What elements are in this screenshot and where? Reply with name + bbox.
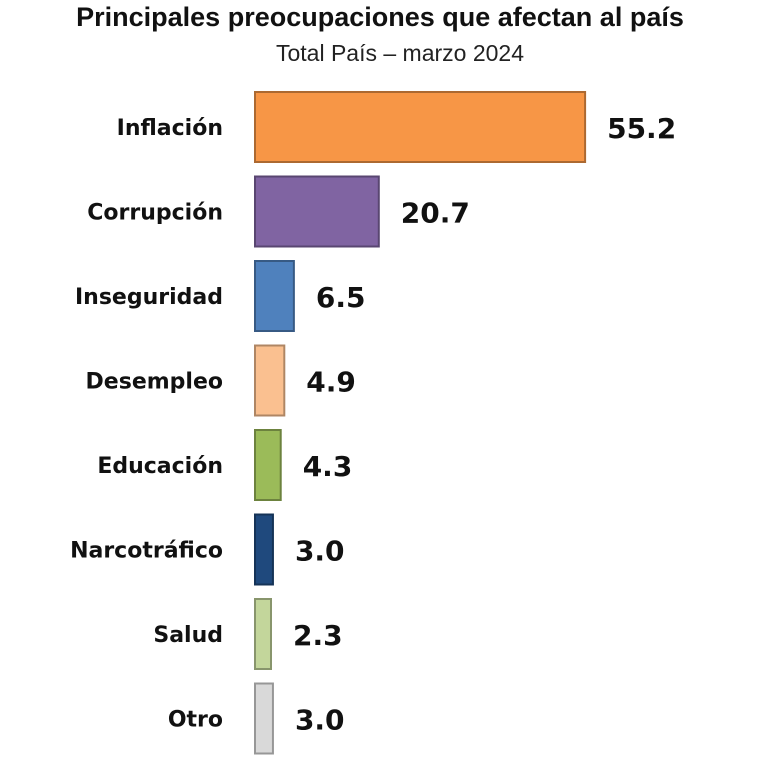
chart-subtitle: Total País – marzo 2024 [275,40,525,66]
bar-desempleo [254,344,286,417]
category-label: Inflación [117,116,223,141]
category-label: Narcotráfico [70,539,223,564]
category-label: Corrupción [87,201,223,226]
value-label: 3.0 [295,704,345,737]
bar-otro [254,682,274,755]
bar-narcotráfico [254,513,274,586]
value-label: 4.9 [306,366,356,399]
value-label: 2.3 [293,619,343,652]
category-label: Desempleo [86,370,223,395]
bar-salud [254,598,272,670]
bar-educación [254,429,282,501]
chart-title: Principales preocupaciones que afectan a… [76,2,684,32]
category-label: Inseguridad [75,285,223,310]
category-label: Otro [168,708,223,733]
value-label: 3.0 [295,535,345,568]
bar-inflación [254,91,587,163]
bar-inseguridad [254,260,295,332]
value-label: 55.2 [607,112,676,145]
category-label: Educación [97,454,223,479]
value-label: 4.3 [303,450,353,483]
value-label: 6.5 [316,281,366,314]
bar-corrupción [254,175,380,248]
category-label: Salud [153,623,223,648]
value-label: 20.7 [401,197,470,230]
